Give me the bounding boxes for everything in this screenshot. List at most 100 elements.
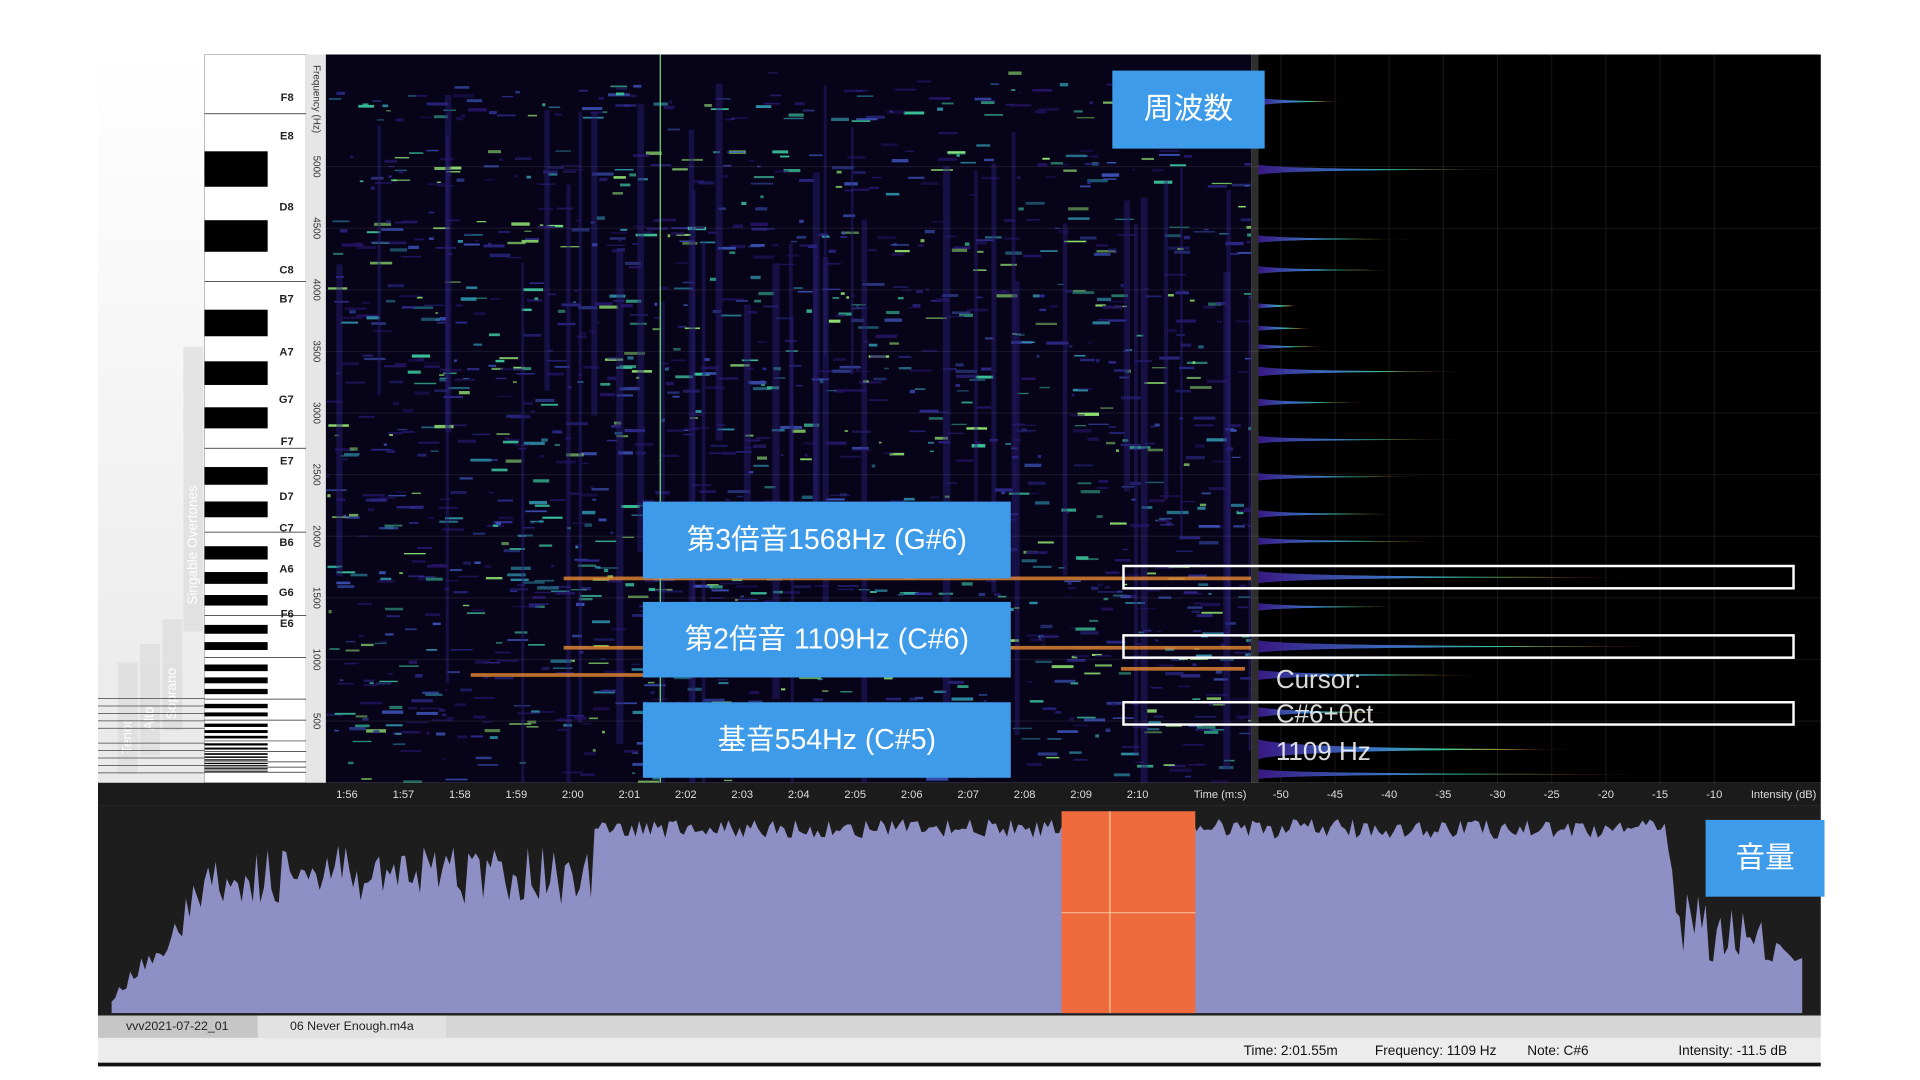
spectral-streak xyxy=(1235,320,1251,323)
spectral-streak xyxy=(1238,371,1248,373)
spectral-streak xyxy=(401,306,415,309)
spectral-streak xyxy=(530,520,545,523)
spectral-streak xyxy=(758,291,775,296)
spectral-streak xyxy=(793,287,803,289)
black-key[interactable] xyxy=(204,759,268,761)
black-key[interactable] xyxy=(204,730,268,734)
tab[interactable] xyxy=(97,1015,258,1038)
spectrum-peak xyxy=(1258,344,1326,350)
black-key[interactable] xyxy=(204,407,268,429)
black-key[interactable] xyxy=(204,723,268,727)
spectral-streak xyxy=(934,436,948,440)
spectral-streak xyxy=(682,281,695,284)
spectral-streak xyxy=(342,316,363,319)
spectral-streak xyxy=(729,251,736,254)
black-key[interactable] xyxy=(204,220,268,252)
spectral-column xyxy=(991,163,997,593)
black-key[interactable] xyxy=(204,467,268,485)
black-key[interactable] xyxy=(204,572,268,584)
black-key[interactable] xyxy=(204,703,268,709)
black-key[interactable] xyxy=(204,688,268,695)
spectral-streak xyxy=(588,662,609,664)
spectral-streak xyxy=(535,398,555,403)
axis-title: Intensity (dB) xyxy=(1751,789,1817,801)
spectral-streak xyxy=(379,680,398,683)
spectral-streak xyxy=(580,493,599,497)
spectral-streak xyxy=(336,372,340,375)
spectral-streak xyxy=(1011,340,1033,344)
black-key[interactable] xyxy=(204,743,268,746)
spectral-streak xyxy=(732,224,744,228)
spectral-streak xyxy=(849,370,871,373)
spectral-streak xyxy=(496,659,519,662)
spectral-streak xyxy=(631,514,644,516)
spectral-streak xyxy=(381,228,404,231)
black-key[interactable] xyxy=(204,309,268,337)
time-tick-label: 1:57 xyxy=(393,789,415,801)
tab-label[interactable]: vvv2021-07-22_01 xyxy=(126,1019,229,1033)
spectral-streak xyxy=(1073,758,1088,761)
black-key[interactable] xyxy=(204,664,268,672)
black-key[interactable] xyxy=(204,753,268,755)
black-key[interactable] xyxy=(204,624,268,634)
spectral-streak xyxy=(1188,764,1206,766)
spectral-streak xyxy=(1035,501,1050,505)
spectral-streak xyxy=(439,520,458,523)
spectral-streak xyxy=(799,219,804,224)
spectral-column xyxy=(1163,180,1169,500)
spectral-streak xyxy=(336,91,345,95)
spectral-streak xyxy=(892,286,909,288)
black-key[interactable] xyxy=(204,677,268,684)
spectral-streak xyxy=(505,459,522,463)
spectral-streak xyxy=(423,362,440,364)
black-key[interactable] xyxy=(204,735,268,739)
black-key[interactable] xyxy=(204,756,268,758)
spectral-streak xyxy=(833,389,846,393)
spectral-streak xyxy=(474,697,495,699)
black-key[interactable] xyxy=(204,361,268,385)
spectral-streak xyxy=(1184,154,1193,158)
tab[interactable] xyxy=(257,1015,447,1038)
spectral-streak xyxy=(1109,431,1125,435)
spectral-streak xyxy=(1064,580,1081,583)
black-key[interactable] xyxy=(204,501,268,518)
black-key[interactable] xyxy=(204,771,268,772)
spectral-streak xyxy=(881,143,898,147)
black-key[interactable] xyxy=(204,763,268,765)
spectral-streak xyxy=(574,289,578,293)
spectral-streak xyxy=(786,350,798,352)
spectral-streak xyxy=(1073,464,1093,467)
spectral-streak xyxy=(434,389,450,393)
black-key[interactable] xyxy=(204,712,268,717)
black-key[interactable] xyxy=(204,769,268,771)
spectral-streak xyxy=(1108,426,1116,428)
spectral-streak xyxy=(858,589,870,591)
spectral-streak xyxy=(1110,702,1117,707)
spectral-streak xyxy=(1183,744,1204,746)
spectral-streak xyxy=(334,434,340,437)
spectral-streak xyxy=(370,261,393,265)
spectral-streak xyxy=(1068,586,1077,590)
spectral-streak xyxy=(969,193,979,196)
time-tick-label: 2:05 xyxy=(844,789,866,801)
black-key[interactable] xyxy=(204,642,268,651)
time-tick-label: 2:04 xyxy=(788,789,810,801)
black-key[interactable] xyxy=(204,595,268,606)
spectral-streak xyxy=(326,475,330,478)
spectral-streak xyxy=(357,602,373,605)
spectral-streak xyxy=(484,564,492,569)
spectral-streak xyxy=(671,226,692,230)
black-key[interactable] xyxy=(204,765,268,767)
spectral-streak xyxy=(1246,240,1252,244)
black-key[interactable] xyxy=(204,747,268,750)
black-key[interactable] xyxy=(204,546,268,560)
spectral-streak xyxy=(683,304,688,306)
spectral-streak xyxy=(843,214,856,218)
spectral-streak xyxy=(521,239,539,243)
spectral-streak xyxy=(836,170,842,174)
black-key[interactable] xyxy=(204,767,268,769)
tab-label[interactable]: 06 Never Enough.m4a xyxy=(290,1019,414,1033)
spectral-streak xyxy=(1000,263,1017,266)
black-key[interactable] xyxy=(204,151,268,187)
spectral-streak xyxy=(582,107,603,111)
